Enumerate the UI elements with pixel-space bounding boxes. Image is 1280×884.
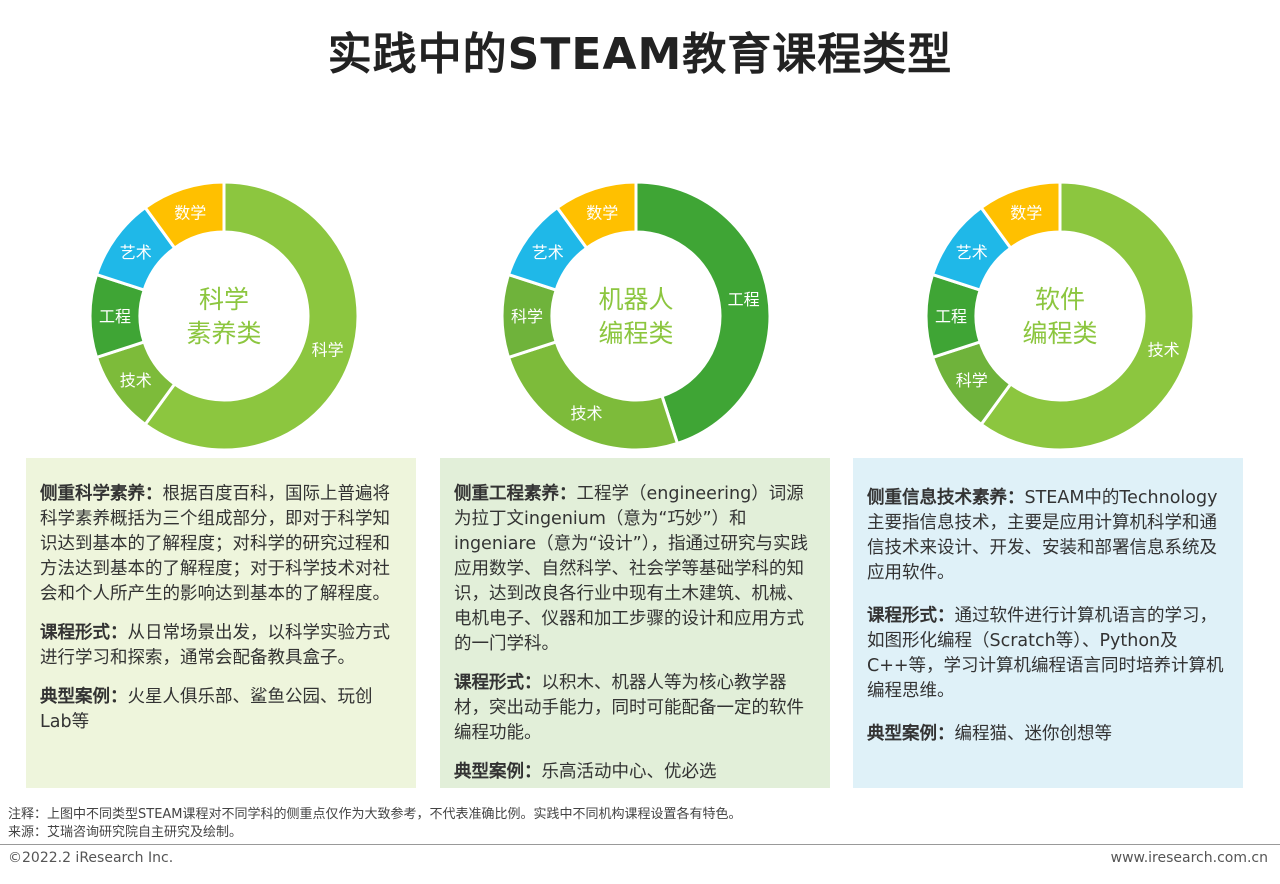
panel-robot-programming: 侧重工程素养：工程学（engineering）词源为拉丁文ingenium（意为… [440,458,830,788]
panel-section-format: 课程形式：从日常场景出发，以科学实验方式进行学习和探索，通常会配备教具盒子。 [40,623,390,668]
panel-section-cases: 典型案例：火星人俱乐部、鲨鱼公园、玩创Lab等 [40,687,373,732]
panel-section-format: 课程形式：通过软件进行计算机语言的学习，如图形化编程（Scratch等）、Pyt… [867,606,1224,701]
donut-chart-software-programming: 技术科学 工程 艺术 数学软件编程类 [920,176,1200,456]
panel-section-cases: 典型案例：编程猫、迷你创想等 [867,724,1112,744]
website-link[interactable]: www.iresearch.com.cn [1110,850,1268,866]
donut-slice-math [979,180,1062,251]
donut-slice-engineering [634,180,772,446]
donut-center-label: 科学 [199,285,249,314]
donut-slice-math [555,180,638,251]
slice-label-science: 科学 [312,341,344,360]
slice-label-art: 艺术 [956,243,988,262]
slice-label-math: 数学 [174,203,206,222]
footer-notes: 注释：上图中不同类型STEAM课程对不同学科的侧重点仅作为大致参考，不代表准确比… [8,806,742,842]
panel-section-focus: 侧重工程素养：工程学（engineering）词源为拉丁文ingenium（意为… [454,484,808,654]
donut-center-label: 编程类 [598,319,673,348]
donut-center-label: 软件 [1035,285,1085,314]
panel-science-literacy: 侧重科学素养：根据百度百科，国际上普遍将科学素养概括为三个组成部分，即对于科学知… [26,458,416,788]
donut-slice-science [143,180,360,452]
slice-label-technology: 技术 [1148,341,1180,360]
donut-center-label: 机器人 [598,285,673,314]
donut-chart-robot-programming: 工程技术 科学 艺术 数学机器人编程类 [496,176,776,456]
copyright: ©2022.2 iResearch Inc. [8,850,174,866]
slice-label-science: 科学 [511,307,543,326]
donut-chart-science-literacy: 科学 技术 工程 艺术 数学 科学 素养类 [84,176,364,456]
panel-section-cases: 典型案例：乐高活动中心、优必选 [454,762,717,782]
slice-label-math: 数学 [586,203,618,222]
slice-label-math: 数学 [1010,203,1042,222]
slice-label-engineering: 工程 [935,307,967,326]
slice-label-technology: 技术 [571,404,603,423]
slice-label-science: 科学 [956,371,988,390]
donut-slice-technology [506,340,680,452]
donut-slice-technology [979,180,1196,452]
slice-label-technology: 技术 [120,371,152,390]
panel-section-focus: 侧重科学素养：根据百度百科，国际上普遍将科学素养概括为三个组成部分，即对于科学知… [40,484,390,604]
slice-label-engineering: 工程 [99,307,131,326]
slice-label-art: 艺术 [120,243,152,262]
slice-label-engineering: 工程 [728,290,760,309]
donut-center-label: 素养类 [186,319,261,348]
slice-label-art: 艺术 [532,243,564,262]
panel-section-format: 课程形式：以积木、机器人等为核心教学器材，突出动手能力，同时可能配备一定的软件编… [454,673,804,743]
panel-section-focus: 侧重信息技术素养：STEAM中的Technology主要指信息技术，主要是应用计… [867,488,1218,583]
donut-center-label: 编程类 [1022,319,1097,348]
donut-slice-math [143,180,226,251]
footnote: 注释：上图中不同类型STEAM课程对不同学科的侧重点仅作为大致参考，不代表准确比… [8,807,742,822]
footer-divider [0,844,1280,845]
page-title: 实践中的STEAM教育课程类型 [327,29,953,80]
source-note: 来源：艾瑞咨询研究院自主研究及绘制。 [8,825,243,840]
panel-software-programming: 侧重信息技术素养：STEAM中的Technology主要指信息技术，主要是应用计… [853,458,1243,788]
